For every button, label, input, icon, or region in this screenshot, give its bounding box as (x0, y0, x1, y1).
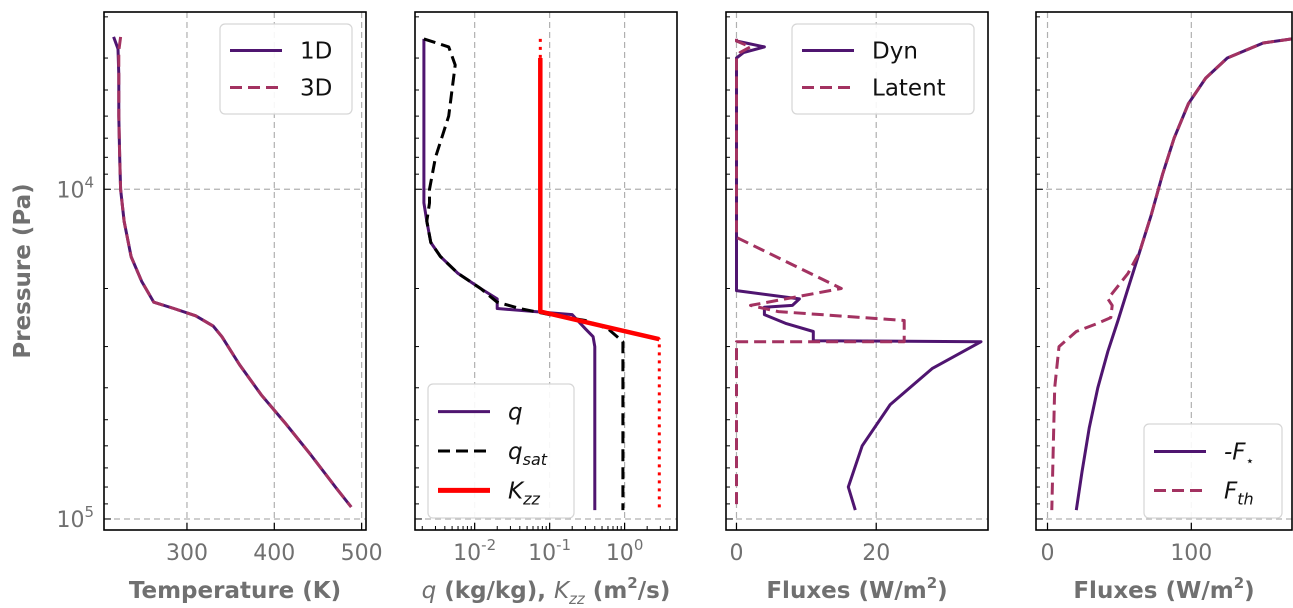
legend-box (791, 23, 975, 115)
legend: q qsat Kzz (427, 383, 575, 519)
legend-label: -F⋆ (1224, 440, 1254, 470)
y-tick-label: 104 (56, 173, 94, 203)
y-axis-label: Pressure (Pa) (10, 183, 36, 358)
x-axis-label: Temperature (K) (129, 578, 341, 604)
legend-label: q (508, 400, 523, 426)
x-tick-label: 0 (729, 541, 743, 566)
x-axis-label: Fluxes (W/m2) (766, 574, 947, 604)
series-q-sat-line (423, 37, 625, 511)
panel-4: 0 100 Fluxes (W/m2) -F⋆ Fth (1035, 11, 1293, 604)
series-3d-line (117, 36, 353, 508)
legend-label: qsat (508, 439, 548, 469)
legend: -F⋆ Fth (1143, 423, 1283, 519)
y-tick-label: 105 (56, 503, 94, 533)
x-axis-label: q (kg/kg), Kzz (m2/s) (422, 574, 671, 608)
series-latent-line (735, 38, 906, 511)
legend-label: Latent (872, 76, 946, 102)
x-tick-label: 10-1 (528, 536, 571, 566)
legend-box (427, 383, 575, 519)
legend-label: Kzz (508, 478, 540, 508)
series-f-th-line (1050, 37, 1292, 511)
panel-3: 0 20 Fluxes (W/m2) Dyn Latent (725, 11, 989, 604)
x-axis-label: Fluxes (W/m2) (1073, 574, 1254, 604)
axes-frame (414, 11, 678, 531)
x-tick-label: 100 (606, 536, 644, 566)
legend-label: 1D (300, 39, 332, 65)
series-k-zz-line (538, 58, 660, 342)
legend-box (1143, 423, 1283, 519)
x-tick-label: 10-2 (453, 536, 496, 566)
x-tick-label: 300 (166, 541, 208, 566)
legend-label: Dyn (872, 39, 918, 65)
panel-2: 10-2 10-1 100 q (kg/kg), Kzz (m2/s) q qsat Kzz (414, 11, 678, 608)
x-tick-label: 100 (1170, 541, 1212, 566)
axes-frame (725, 11, 989, 531)
x-tick-label: 500 (341, 541, 383, 566)
legend-label: Fth (1224, 479, 1254, 509)
legend: Dyn Latent (791, 23, 975, 115)
legend-label: 3D (300, 76, 332, 102)
x-tick-label: 20 (862, 541, 890, 566)
x-tick-label: 0 (1041, 541, 1055, 566)
axes-frame (103, 11, 367, 531)
legend-box (219, 23, 353, 115)
x-tick-label: 400 (253, 541, 295, 566)
axes-frame (1035, 11, 1293, 531)
